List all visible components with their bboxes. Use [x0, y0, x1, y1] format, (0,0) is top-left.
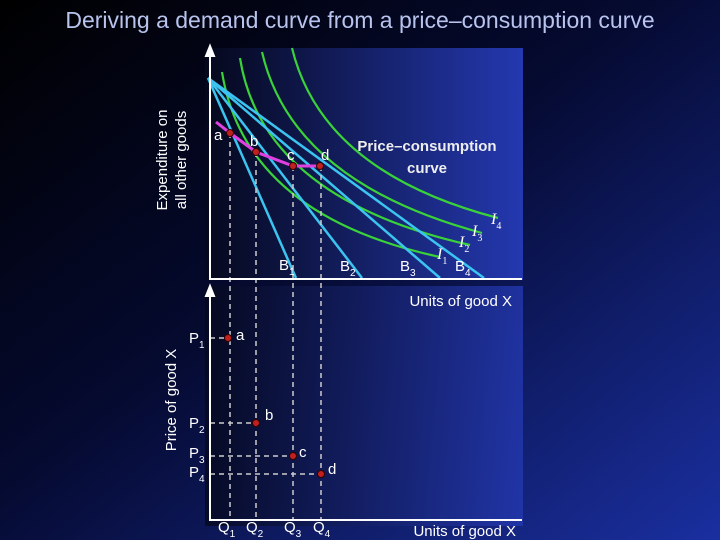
subscript: 3 [296, 529, 302, 540]
letter: I [490, 211, 497, 228]
price-label: P4 [189, 464, 205, 485]
x-axis-label: Units of good X [413, 523, 516, 540]
point [289, 162, 297, 170]
price-label: P1 [189, 330, 205, 351]
subscript: 4 [465, 268, 471, 279]
subscript: 4 [325, 529, 331, 540]
bottom-panel [205, 286, 523, 526]
x-axis-label: Units of good X [409, 293, 512, 310]
letter: B [400, 258, 410, 275]
curve [290, 47, 499, 220]
top-panel [205, 48, 523, 280]
quantity-label: Q4 [313, 519, 331, 540]
budget-line [207, 77, 363, 279]
point-label: a [236, 327, 245, 344]
indifference-curve-label: I1 [436, 246, 447, 267]
y-axis-label: all other goods [173, 111, 190, 209]
budget-line-label: B4 [455, 258, 471, 279]
dropdown-lines [210, 133, 322, 520]
y-axis-label: Price of good X [163, 349, 180, 452]
subscript: 1 [199, 340, 205, 351]
point-label: d [321, 147, 329, 164]
subscript: 1 [230, 529, 236, 540]
budget-line [207, 76, 485, 280]
price-label: P2 [189, 415, 205, 436]
letter: P [189, 445, 199, 462]
subscript: 2 [199, 425, 205, 436]
point-label: d [328, 461, 336, 478]
letter: I [436, 246, 443, 263]
letter: B [455, 258, 465, 275]
quantity-label: Q3 [284, 519, 302, 540]
indifference-curve-label: I3 [471, 223, 482, 244]
quantity-label: Q2 [246, 519, 264, 540]
subscript: 3 [410, 268, 416, 279]
price-label: P3 [189, 445, 205, 466]
letter: Q [246, 519, 258, 536]
letter: Q [313, 519, 325, 536]
title: Deriving a demand curve from a price–con… [65, 7, 654, 33]
point [252, 419, 260, 427]
subscript: 2 [258, 529, 264, 540]
letter: B [279, 257, 289, 274]
subscript: 4 [199, 474, 205, 485]
point [252, 148, 260, 156]
indifference-curve-label: I4 [490, 211, 501, 232]
letter: Q [218, 519, 230, 536]
letter: Q [284, 519, 296, 536]
points [224, 129, 325, 478]
point [316, 162, 324, 170]
budget-line-label: B1 [279, 257, 295, 278]
point-label: a [214, 127, 223, 144]
y-axis-label: Expenditure on [154, 110, 171, 211]
letter: I [471, 223, 478, 240]
letter: B [340, 258, 350, 275]
point-label: c [299, 444, 307, 461]
axes [204, 43, 522, 521]
point [289, 452, 297, 460]
budget-line-label: B3 [400, 258, 416, 279]
letter: I [458, 234, 465, 251]
point [226, 129, 234, 137]
point-label: c [287, 147, 295, 164]
point [224, 334, 232, 342]
subscript: 4 [496, 221, 501, 232]
letter: P [189, 330, 199, 347]
point-label: b [250, 133, 258, 150]
indifference-curve-label: I2 [458, 234, 469, 255]
budget-line [207, 77, 441, 279]
budget-lines [206, 76, 485, 280]
curve [260, 51, 483, 235]
point-labels: a b c d a b c d [214, 127, 336, 478]
letter: P [189, 415, 199, 432]
subscript: 1 [289, 267, 295, 278]
curve-label: Price–consumption [357, 138, 496, 155]
subscript: 3 [199, 455, 205, 466]
arrow [204, 43, 216, 57]
subscript: 1 [442, 256, 447, 267]
point [317, 470, 325, 478]
curve-label: curve [407, 160, 447, 177]
quantity-label: Q1 [218, 519, 236, 540]
budget-line-label: B2 [340, 258, 356, 279]
letter: P [189, 464, 199, 481]
budget-line [206, 77, 298, 279]
subscript: 2 [350, 268, 356, 279]
subscript: 3 [477, 233, 482, 244]
arrow [204, 283, 216, 297]
point-label: b [265, 407, 273, 424]
subscript: 2 [464, 244, 469, 255]
